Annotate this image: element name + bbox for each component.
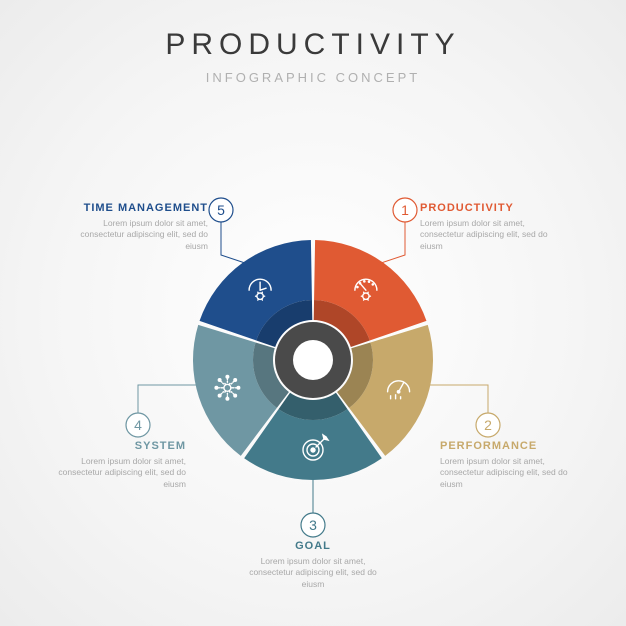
callout-title-3: GOAL <box>238 540 388 552</box>
badge-num-5: 5 <box>217 202 225 218</box>
badge-num-2: 2 <box>484 417 492 433</box>
radial-infographic: 1 2 3 4 5 PRODUCTIVITY Lorem ipsum dolor sit … <box>0 140 626 600</box>
callout-3: GOAL Lorem ipsum dolor sit amet, consecte… <box>238 540 388 590</box>
hub-hole <box>293 340 333 380</box>
callout-title-5: TIME MANAGEMENT <box>58 202 208 214</box>
callout-body-3: Lorem ipsum dolor sit amet, consectetur … <box>238 556 388 590</box>
callout-body-2: Lorem ipsum dolor sit amet, consectetur … <box>440 456 590 490</box>
callout-body-4: Lorem ipsum dolor sit amet, consectetur … <box>36 456 186 490</box>
page-subtitle: INFOGRAPHIC CONCEPT <box>0 70 626 85</box>
badge-num-4: 4 <box>134 417 142 433</box>
callout-title-2: PERFORMANCE <box>440 440 590 452</box>
page-title: PRODUCTIVITY <box>0 28 626 62</box>
segment-1 <box>314 240 426 340</box>
callout-body-1: Lorem ipsum dolor sit amet, consectetur … <box>420 218 570 252</box>
callout-title-1: PRODUCTIVITY <box>420 202 570 214</box>
callout-5: TIME MANAGEMENT Lorem ipsum dolor sit ame… <box>58 202 208 252</box>
badge-num-3: 3 <box>309 517 317 533</box>
badge-num-1: 1 <box>401 202 409 218</box>
callout-title-4: SYSTEM <box>36 440 186 452</box>
segment-5 <box>200 240 312 340</box>
callout-body-5: Lorem ipsum dolor sit amet, consectetur … <box>58 218 208 252</box>
callout-2: PERFORMANCE Lorem ipsum dolor sit amet, c… <box>440 440 590 490</box>
callout-1: PRODUCTIVITY Lorem ipsum dolor sit amet, … <box>420 202 570 252</box>
callout-4: SYSTEM Lorem ipsum dolor sit amet, consec… <box>36 440 186 490</box>
header: PRODUCTIVITY INFOGRAPHIC CONCEPT <box>0 28 626 85</box>
